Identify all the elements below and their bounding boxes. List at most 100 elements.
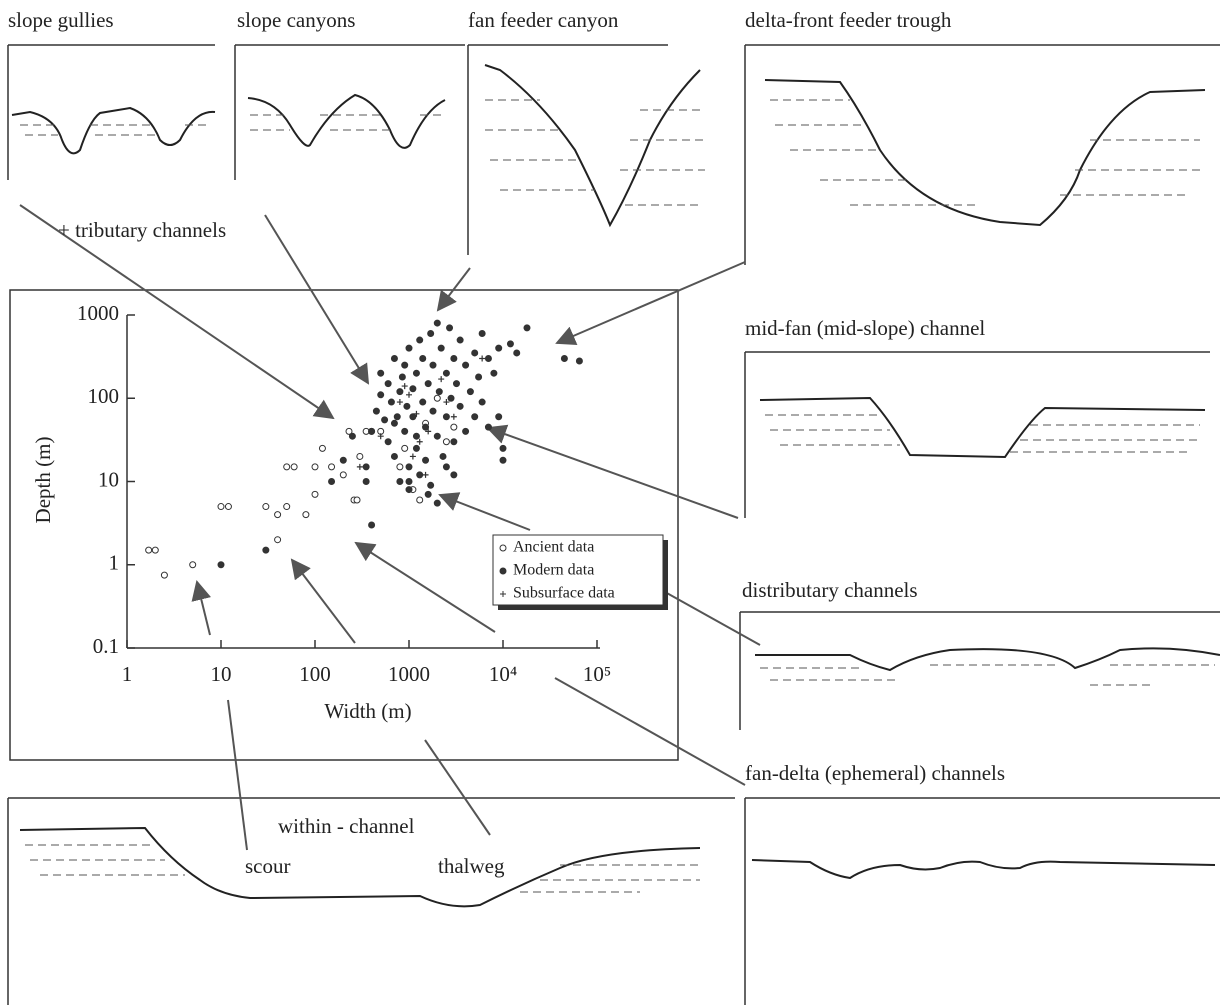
data-point xyxy=(390,452,398,460)
x-tick-label: 10 xyxy=(211,662,232,686)
data-point xyxy=(499,456,507,464)
data-point xyxy=(403,402,411,410)
data-point xyxy=(217,503,225,511)
data-point xyxy=(419,398,427,406)
data-point xyxy=(471,413,479,421)
data-point xyxy=(437,344,445,352)
data-point xyxy=(224,503,232,511)
data-point xyxy=(362,478,370,485)
y-tick-label: 100 xyxy=(88,384,120,408)
data-point xyxy=(416,496,424,504)
data-point xyxy=(523,324,531,332)
data-point xyxy=(339,471,347,479)
data-point xyxy=(422,456,430,464)
data-point xyxy=(390,355,398,363)
data-point xyxy=(490,369,498,377)
data-point xyxy=(396,463,404,471)
data-point xyxy=(381,416,389,424)
y-tick-label: 1 xyxy=(109,551,120,575)
data-point xyxy=(495,413,503,421)
data-point xyxy=(422,423,430,431)
panel-label: distributary channels xyxy=(742,578,918,602)
data-point xyxy=(478,398,486,406)
data-point xyxy=(348,432,356,440)
data-point xyxy=(442,413,450,421)
panel-label: slope gullies xyxy=(8,8,114,32)
data-point xyxy=(393,413,401,421)
y-tick-label: 1000 xyxy=(77,301,119,325)
data-point xyxy=(450,438,458,446)
data-point xyxy=(446,324,454,332)
data-point xyxy=(274,536,282,544)
data-point xyxy=(452,380,460,388)
data-point xyxy=(311,463,319,471)
data-point xyxy=(416,471,424,479)
data-point xyxy=(462,427,470,435)
data-point xyxy=(442,438,450,446)
data-point xyxy=(189,561,197,569)
data-point xyxy=(262,503,270,511)
data-point xyxy=(409,413,417,421)
data-point xyxy=(409,385,417,393)
annotation: + tributary channels xyxy=(58,218,226,242)
data-point xyxy=(479,355,486,362)
data-point xyxy=(401,427,409,435)
data-point xyxy=(377,433,384,440)
data-point xyxy=(466,388,474,396)
data-point xyxy=(401,444,409,452)
data-point xyxy=(450,355,458,363)
data-point xyxy=(356,463,363,470)
annotation: within - channel xyxy=(278,814,415,838)
legend-symbol xyxy=(499,544,507,552)
data-point xyxy=(422,471,429,478)
data-point xyxy=(416,336,424,344)
data-point xyxy=(416,438,423,445)
legend-label: Modern data xyxy=(513,562,594,579)
data-point xyxy=(412,369,420,377)
data-point xyxy=(409,453,416,460)
data-point xyxy=(450,413,457,420)
data-point xyxy=(433,499,441,507)
data-point xyxy=(439,452,447,460)
panel-label: mid-fan (mid-slope) channel xyxy=(745,316,985,340)
data-point xyxy=(396,478,404,485)
data-point xyxy=(433,432,441,440)
legend-label: Subsurface data xyxy=(513,585,615,602)
data-point xyxy=(339,456,347,464)
data-point xyxy=(328,463,336,471)
data-point xyxy=(425,428,432,435)
y-tick-label: 10 xyxy=(98,467,119,491)
data-point xyxy=(427,329,435,337)
data-point xyxy=(377,391,385,399)
data-point xyxy=(484,355,492,363)
data-point xyxy=(424,490,432,498)
arrows xyxy=(19,204,761,851)
legend-label: Ancient data xyxy=(513,539,594,556)
x-tick-label: 1000 xyxy=(388,662,430,686)
data-point xyxy=(450,423,458,431)
data-point xyxy=(433,394,441,402)
data-point xyxy=(456,336,464,344)
annotation: thalweg xyxy=(438,854,505,878)
data-point xyxy=(478,329,486,337)
data-point xyxy=(433,319,441,327)
data-point xyxy=(396,388,404,396)
data-point xyxy=(484,423,492,431)
x-tick-label: 100 xyxy=(299,662,331,686)
data-point xyxy=(377,369,385,377)
data-point xyxy=(328,478,336,485)
data-point xyxy=(412,444,420,452)
data-point xyxy=(427,481,435,489)
panel-label: delta-front feeder trough xyxy=(745,8,952,32)
y-tick-label: 0.1 xyxy=(93,634,119,658)
data-point xyxy=(345,427,353,435)
data-point xyxy=(471,349,479,357)
annotation: scour xyxy=(245,854,291,878)
data-point xyxy=(575,357,583,365)
data-point xyxy=(217,561,225,569)
data-point xyxy=(447,394,455,402)
y-axis-label: Depth (m) xyxy=(31,437,55,524)
data-point xyxy=(368,427,376,435)
data-point xyxy=(506,340,514,348)
data-point xyxy=(290,463,298,471)
